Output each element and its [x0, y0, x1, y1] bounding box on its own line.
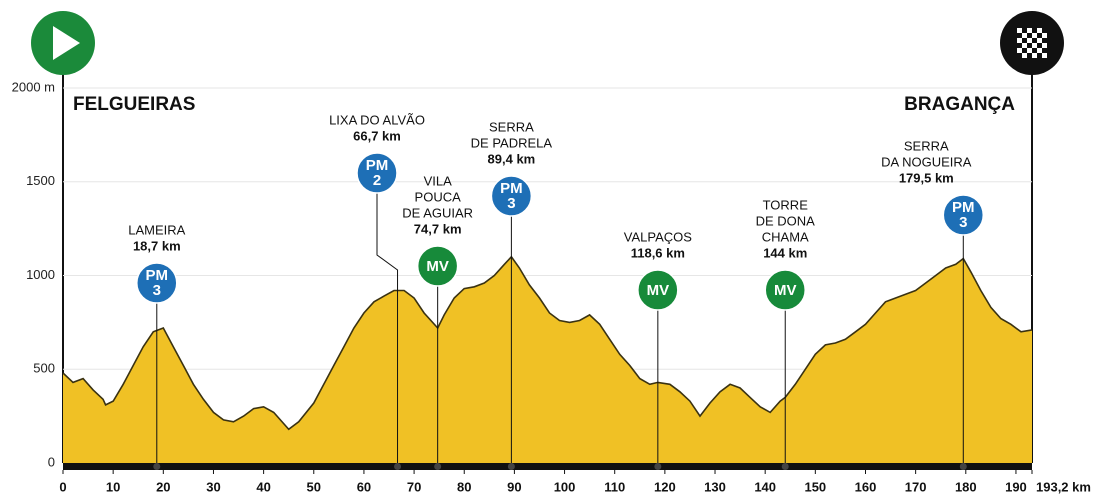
- finish-city: BRAGANÇA: [904, 94, 1015, 115]
- checker: [1027, 48, 1032, 53]
- x-tick-label: 50: [307, 479, 321, 494]
- x-tick-label: 90: [507, 479, 521, 494]
- marker-badge: [136, 262, 178, 304]
- marker-km: 66,7 km: [353, 128, 401, 143]
- x-tick-label: 170: [905, 479, 927, 494]
- marker-badge: [356, 152, 398, 194]
- y-tick-label: 500: [33, 361, 55, 376]
- badge-text: 3: [507, 195, 515, 212]
- marker-badge: [637, 269, 679, 311]
- badge-text: 2: [373, 172, 381, 189]
- badge-text: PM: [366, 157, 389, 174]
- badge-text: PM: [146, 267, 169, 284]
- marker-badge: [764, 269, 806, 311]
- marker-name: SERRA: [904, 138, 949, 153]
- marker-name: DA NOGUEIRA: [881, 154, 972, 169]
- marker-km: 144 km: [763, 245, 807, 260]
- profile-area: [63, 256, 1032, 463]
- marker-dot: [394, 463, 402, 470]
- badge-text: MV: [774, 282, 797, 299]
- badge-text: 3: [959, 214, 967, 231]
- checker: [1037, 48, 1042, 53]
- marker-name: VILA: [424, 173, 453, 188]
- marker-dot: [781, 463, 789, 470]
- marker-name: SERRA: [489, 119, 534, 134]
- marker-name: LAMEIRA: [128, 222, 185, 237]
- checker: [1032, 43, 1037, 48]
- checker: [1042, 33, 1047, 38]
- x-tick-label: 100: [554, 479, 576, 494]
- x-tick-label: 30: [206, 479, 220, 494]
- x-tick-label: 193,2 km: [1036, 479, 1091, 494]
- checker: [1017, 48, 1022, 53]
- marker-name: TORRE: [763, 197, 809, 212]
- x-tick-label: 20: [156, 479, 170, 494]
- marker-dot: [153, 463, 161, 470]
- x-tick-label: 70: [407, 479, 421, 494]
- checker: [1037, 38, 1042, 43]
- marker-dot: [959, 463, 967, 470]
- x-tick-label: 180: [955, 479, 977, 494]
- badge-text: 3: [153, 282, 161, 299]
- x-tick-label: 120: [654, 479, 676, 494]
- marker-km: 118,6 km: [631, 245, 685, 260]
- x-tick-label: 80: [457, 479, 471, 494]
- badge-text: MV: [647, 282, 670, 299]
- marker-dot: [434, 463, 442, 470]
- marker-badge: [416, 245, 459, 287]
- marker-dot: [654, 463, 662, 470]
- checker: [1022, 43, 1027, 48]
- x-tick-label: 130: [704, 479, 726, 494]
- start-city: FELGUEIRAS: [73, 94, 195, 115]
- checker: [1022, 53, 1027, 58]
- checker: [1017, 28, 1022, 33]
- x-tick-label: 60: [357, 479, 371, 494]
- badge-text: MV: [426, 258, 449, 275]
- x-tick-label: 10: [106, 479, 120, 494]
- x-tick-label: 190: [1005, 479, 1027, 494]
- x-tick-label: 150: [804, 479, 826, 494]
- marker-dot: [507, 463, 515, 470]
- x-tick-label: 40: [256, 479, 270, 494]
- x-tick-label: 110: [604, 479, 625, 494]
- y-tick-label: 0: [48, 454, 55, 469]
- y-tick-label: 2000 m: [12, 79, 55, 94]
- checker: [1017, 38, 1022, 43]
- checker: [1027, 38, 1032, 43]
- y-tick-label: 1500: [26, 173, 55, 188]
- checker: [1027, 28, 1032, 33]
- marker-name: LIXA DO ALVÃO: [329, 112, 425, 127]
- marker-km: 18,7 km: [133, 238, 181, 253]
- x-tick-label: 140: [754, 479, 776, 494]
- profile-line: [62, 255, 1033, 431]
- checker: [1037, 28, 1042, 33]
- marker-name: VALPAÇOS: [624, 229, 692, 244]
- marker-name: DE DONA: [756, 213, 816, 228]
- marker-line: [376, 173, 399, 463]
- checker: [1032, 53, 1037, 58]
- badge-text: PM: [500, 180, 523, 197]
- marker-name: DE AGUIAR: [402, 205, 473, 220]
- marker-km: 89,4 km: [488, 151, 536, 166]
- checker: [1042, 53, 1047, 58]
- marker-badge: [490, 175, 533, 217]
- x-tick-label: 160: [855, 479, 877, 494]
- x-axis-bar: [63, 463, 1032, 470]
- badge-text: PM: [952, 199, 975, 216]
- marker-km: 179,5 km: [899, 170, 954, 185]
- marker-km: 74,7 km: [414, 221, 462, 236]
- checker: [1042, 43, 1047, 48]
- marker-name: CHAMA: [762, 229, 809, 244]
- y-tick-label: 1000: [26, 267, 55, 282]
- checker: [1022, 33, 1027, 38]
- marker-badge: [942, 194, 985, 236]
- marker-name: DE PADRELA: [471, 135, 553, 150]
- x-tick-label: 0: [59, 479, 66, 494]
- checker: [1032, 33, 1037, 38]
- marker-name: POUCA: [415, 189, 462, 204]
